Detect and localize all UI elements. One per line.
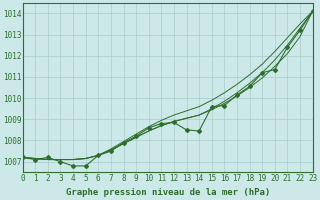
X-axis label: Graphe pression niveau de la mer (hPa): Graphe pression niveau de la mer (hPa) bbox=[66, 188, 270, 197]
